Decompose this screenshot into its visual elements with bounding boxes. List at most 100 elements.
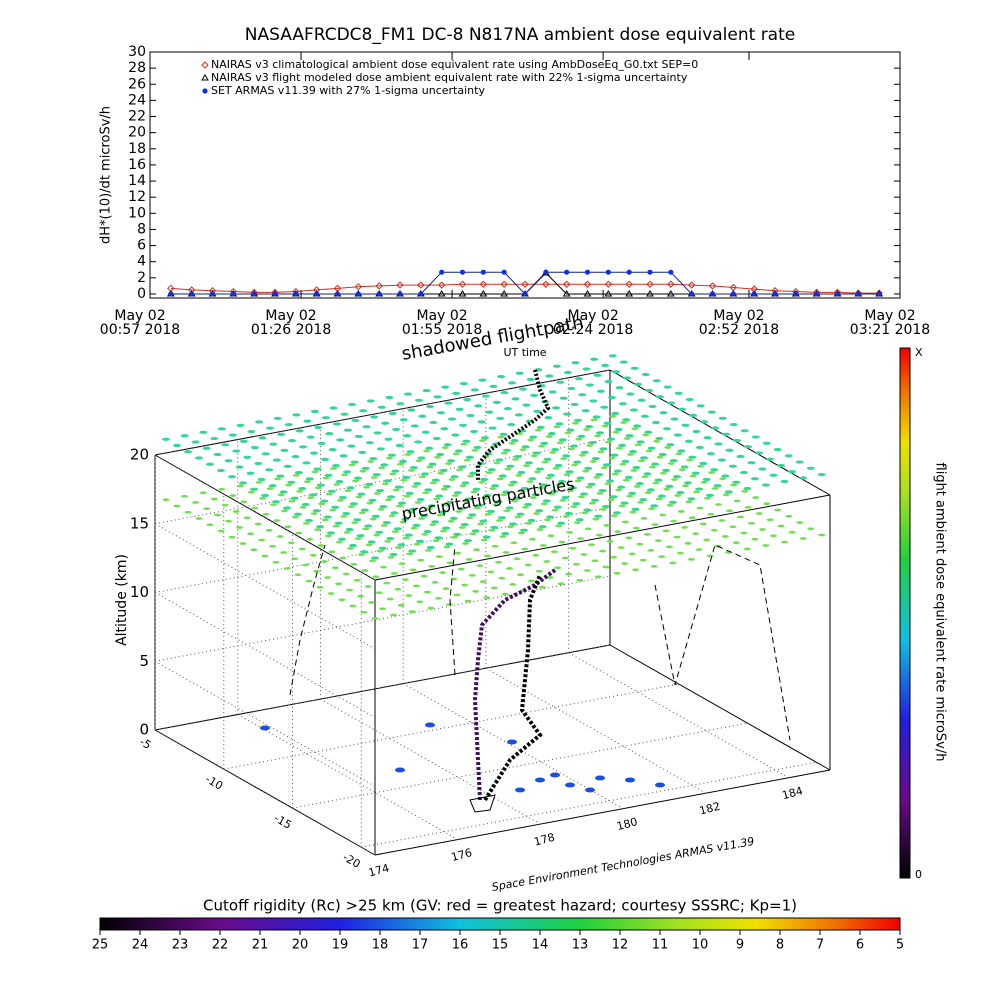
particle bbox=[384, 437, 393, 441]
particle bbox=[310, 451, 319, 455]
particle bbox=[364, 524, 373, 528]
particle bbox=[691, 471, 700, 475]
marker bbox=[189, 291, 195, 297]
marker bbox=[625, 289, 634, 297]
particle bbox=[287, 480, 296, 484]
particle bbox=[639, 497, 648, 502]
particle bbox=[426, 465, 434, 469]
particle bbox=[404, 533, 413, 537]
particle bbox=[619, 360, 628, 364]
particle bbox=[570, 505, 578, 509]
particle bbox=[686, 458, 694, 462]
marker bbox=[417, 281, 425, 289]
particle bbox=[633, 485, 641, 488]
marker bbox=[646, 289, 654, 297]
particle bbox=[340, 412, 349, 416]
particle bbox=[228, 475, 236, 479]
particle bbox=[579, 492, 588, 496]
particle bbox=[496, 416, 505, 420]
particle bbox=[597, 450, 605, 454]
marker bbox=[458, 280, 467, 288]
particle bbox=[652, 481, 660, 485]
particle bbox=[415, 459, 423, 463]
particle bbox=[353, 518, 362, 522]
particle bbox=[338, 495, 347, 500]
particle bbox=[631, 507, 640, 511]
particle bbox=[428, 564, 436, 568]
colorbar-tick-label: 15 bbox=[492, 938, 509, 953]
particle bbox=[640, 456, 649, 460]
particle bbox=[545, 374, 554, 378]
particle bbox=[455, 510, 463, 513]
marker bbox=[437, 281, 446, 289]
particle bbox=[473, 548, 481, 552]
particle bbox=[451, 535, 459, 539]
particle bbox=[636, 440, 645, 444]
particle bbox=[528, 537, 536, 541]
particle bbox=[668, 500, 677, 504]
shadow bbox=[449, 544, 456, 676]
particle bbox=[399, 520, 407, 524]
particle bbox=[349, 604, 357, 608]
particle bbox=[479, 580, 487, 584]
particle bbox=[639, 558, 647, 562]
particle bbox=[339, 556, 347, 560]
particle bbox=[567, 386, 576, 391]
particle bbox=[650, 504, 659, 508]
particle bbox=[247, 532, 255, 536]
particle bbox=[519, 448, 527, 452]
particle bbox=[485, 410, 494, 414]
x-tick-label: 182 bbox=[698, 800, 722, 818]
marker bbox=[480, 269, 486, 275]
particle bbox=[416, 498, 425, 502]
aircraft-box bbox=[469, 794, 496, 813]
particle bbox=[221, 443, 230, 447]
particle bbox=[569, 546, 577, 550]
particle bbox=[648, 507, 656, 511]
particle bbox=[336, 438, 345, 442]
particle bbox=[269, 442, 278, 446]
particle bbox=[371, 556, 379, 560]
marker bbox=[646, 280, 654, 288]
particle bbox=[675, 452, 683, 456]
particle bbox=[570, 402, 579, 407]
colorbar bbox=[99, 917, 901, 931]
particle bbox=[445, 603, 453, 606]
marker bbox=[500, 280, 508, 288]
particle bbox=[564, 511, 573, 516]
particle bbox=[162, 437, 170, 441]
particle bbox=[444, 503, 452, 507]
particle bbox=[376, 549, 384, 553]
particle bbox=[277, 493, 285, 497]
particle bbox=[503, 407, 512, 411]
marker bbox=[604, 280, 613, 288]
particle bbox=[412, 523, 421, 527]
particle bbox=[475, 503, 484, 507]
z-tick-label: 0 bbox=[139, 721, 149, 739]
particle bbox=[316, 525, 324, 529]
particle bbox=[457, 507, 466, 511]
particle bbox=[388, 514, 396, 518]
particle bbox=[625, 536, 633, 540]
particle bbox=[572, 502, 581, 506]
particle bbox=[305, 579, 313, 583]
particle bbox=[333, 483, 341, 486]
particle bbox=[428, 462, 437, 466]
particle bbox=[309, 493, 318, 497]
particle bbox=[350, 460, 359, 464]
particle bbox=[350, 562, 358, 566]
particle bbox=[453, 532, 462, 536]
particle bbox=[450, 577, 458, 581]
surface-blob bbox=[595, 775, 605, 781]
particle bbox=[669, 459, 678, 463]
particle bbox=[780, 479, 789, 484]
particle bbox=[651, 523, 659, 527]
particle bbox=[392, 427, 401, 432]
particle bbox=[236, 484, 244, 488]
particle bbox=[557, 521, 566, 525]
particle bbox=[386, 597, 394, 601]
particle bbox=[180, 434, 189, 438]
particle bbox=[713, 484, 722, 488]
marker bbox=[376, 291, 382, 297]
particle bbox=[692, 429, 701, 434]
